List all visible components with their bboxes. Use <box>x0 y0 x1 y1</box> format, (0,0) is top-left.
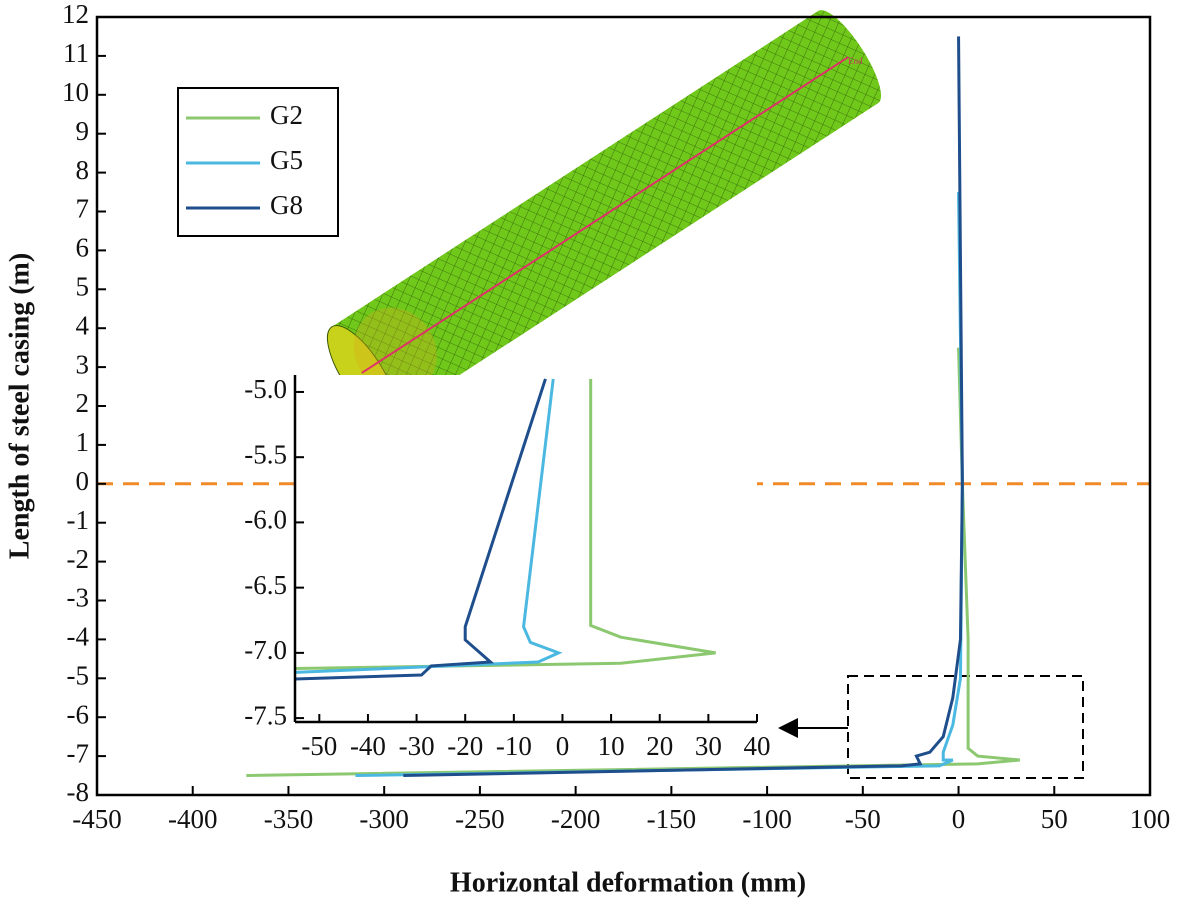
y-tick-label: 8 <box>76 155 90 185</box>
x-tick-label: 100 <box>1130 804 1171 834</box>
zoom-box <box>847 675 1084 779</box>
x-tick-label: -200 <box>551 804 601 834</box>
x-tick-label: -10 <box>496 731 532 761</box>
inset: -50 -40 -30 -20 -10 0 10 20 30 40 -7.5 -7.0 -6.5 -6.0… <box>244 374 770 761</box>
y-tick-label: 6 <box>76 233 90 263</box>
x-tick-label: 20 <box>646 731 673 761</box>
x-tick-label: -400 <box>168 804 218 834</box>
series-line <box>294 378 716 671</box>
y-tick-label: -7.0 <box>244 635 287 665</box>
x-tick-label: -20 <box>447 731 483 761</box>
x-tick-label: -300 <box>359 804 409 834</box>
y-tick-label: -5 <box>67 661 90 691</box>
x-tick-label: -350 <box>264 804 314 834</box>
x-tick-label: 40 <box>744 731 771 761</box>
y-tick-label: -6 <box>67 699 90 729</box>
x-tick-label: 10 <box>598 731 625 761</box>
x-tick-label: -40 <box>350 731 386 761</box>
x-tick-label: -30 <box>399 731 435 761</box>
y-tick-label: -7 <box>67 738 90 768</box>
y-tick-label: -2 <box>67 544 90 574</box>
series-line <box>403 36 964 778</box>
x-tick-label: -100 <box>742 804 792 834</box>
y-tick-label: 4 <box>76 310 90 340</box>
x-tick-label: 30 <box>695 731 722 761</box>
x-tick-label: 0 <box>952 804 966 834</box>
x-tick-label: -450 <box>72 804 122 834</box>
y-tick-label: 5 <box>76 272 90 302</box>
annotation: End <box>848 56 863 66</box>
legend-label: G5 <box>270 145 303 175</box>
main-plot: -450 -400 -350 -300 -250 -200 -150 -100 -50 0 50 10… <box>62 0 1170 834</box>
x-tick-label: -150 <box>647 804 697 834</box>
y-tick-label: 1 <box>76 427 90 457</box>
series-line <box>294 378 547 681</box>
x-tick-label: 0 <box>556 731 570 761</box>
y-tick-label: -4 <box>67 622 90 652</box>
y-axis-title: Length of steel casing (m) <box>4 253 35 559</box>
y-tick-label: -1 <box>67 505 90 535</box>
y-tick-label: -5.5 <box>244 439 287 469</box>
x-tick-label: -250 <box>455 804 505 834</box>
y-tick-label: 0 <box>76 466 90 496</box>
y-tick-label: -8 <box>67 777 90 807</box>
x-tick-label: -50 <box>845 804 881 834</box>
series-line <box>294 378 563 674</box>
y-tick-label: 11 <box>63 38 89 68</box>
y-tick-label: 3 <box>76 349 90 379</box>
y-tick-label: -7.5 <box>244 700 287 730</box>
y-tick-label: -3 <box>67 583 90 613</box>
x-axis-title: Horizontal deformation (mm) <box>450 867 806 898</box>
legend-label: G2 <box>270 100 303 130</box>
y-tick-label: 7 <box>76 194 90 224</box>
y-tick-label: 9 <box>76 116 90 146</box>
cylinder-illustration <box>326 10 882 421</box>
x-tick-label: 50 <box>1041 804 1068 834</box>
y-tick-label: -5.0 <box>244 374 287 404</box>
y-tick-label: -6.5 <box>244 570 287 600</box>
y-tick-label: 2 <box>76 388 90 418</box>
legend-label: G8 <box>270 190 303 220</box>
y-tick-label: 12 <box>62 0 89 29</box>
x-tick-label: -50 <box>301 731 337 761</box>
y-tick-label: -6.0 <box>244 505 287 535</box>
y-tick-label: 10 <box>62 77 89 107</box>
